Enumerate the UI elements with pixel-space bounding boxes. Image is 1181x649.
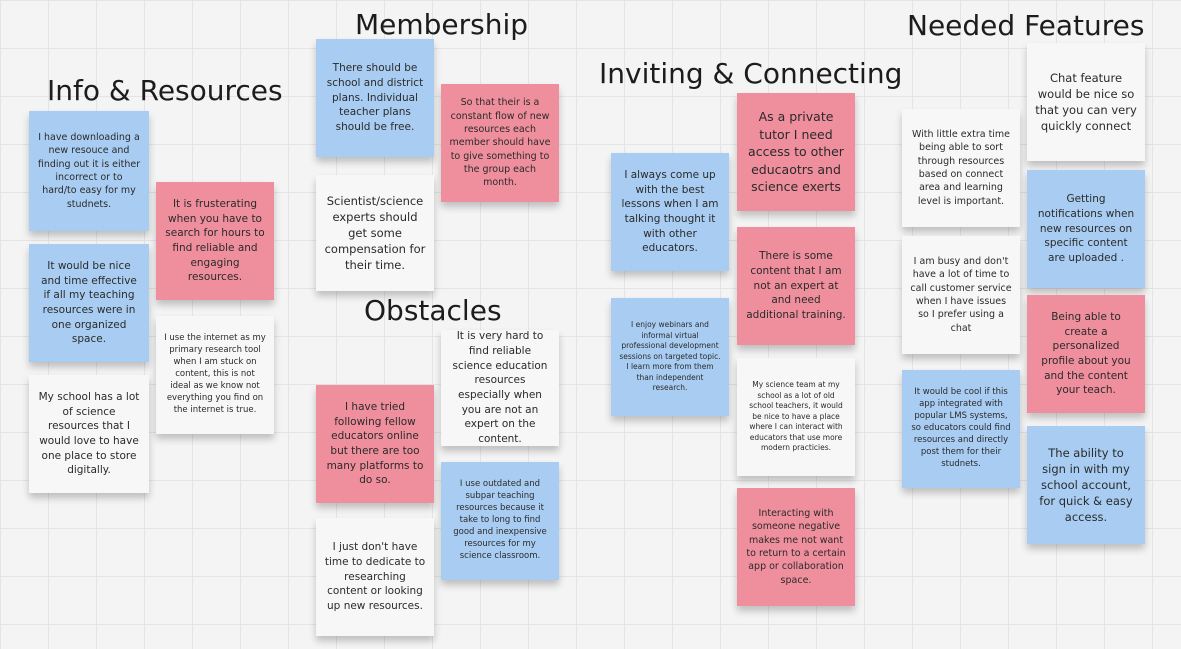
sticky-note[interactable]: It would be cool if this app integrated … (902, 370, 1020, 488)
heading-inviting-connecting: Inviting & Connecting (599, 57, 903, 90)
sticky-note[interactable]: My science team at my school as a lot of… (737, 358, 855, 476)
heading-obstacles: Obstacles (364, 294, 502, 327)
heading-membership: Membership (355, 8, 529, 41)
heading-needed-features: Needed Features (907, 9, 1145, 42)
sticky-note[interactable]: Being able to create a personalized prof… (1027, 295, 1145, 413)
sticky-note[interactable]: As a private tutor I need access to othe… (737, 93, 855, 211)
sticky-note[interactable]: I use outdated and subpar teaching resou… (441, 462, 559, 580)
sticky-note[interactable]: Interacting with someone negative makes … (737, 488, 855, 606)
sticky-note[interactable]: I enjoy webinars and informal virtual pr… (611, 298, 729, 416)
sticky-note[interactable]: So that their is a constant flow of new … (441, 84, 559, 202)
sticky-note[interactable]: Scientist/science experts should get som… (316, 175, 434, 291)
sticky-note[interactable]: With little extra time being able to sor… (902, 109, 1020, 227)
heading-info-resources: Info & Resources (47, 74, 283, 107)
sticky-note[interactable]: It is frusterating when you have to sear… (156, 182, 274, 300)
sticky-note[interactable]: I have tried following fellow educators … (316, 385, 434, 503)
sticky-note[interactable]: I always come up with the best lessons w… (611, 153, 729, 271)
sticky-note[interactable]: There should be school and district plan… (316, 39, 434, 157)
sticky-note[interactable]: Getting notifications when new resources… (1027, 170, 1145, 288)
sticky-note[interactable]: I use the internet as my primary researc… (156, 316, 274, 434)
sticky-note[interactable]: The ability to sign in with my school ac… (1027, 426, 1145, 544)
sticky-note[interactable]: Chat feature would be nice so that you c… (1027, 43, 1145, 161)
sticky-note[interactable]: My school has a lot of science resources… (29, 375, 149, 493)
sticky-note[interactable]: It is very hard to find reliable science… (441, 330, 559, 446)
sticky-note[interactable]: I just don't have time to dedicate to re… (316, 518, 434, 636)
sticky-note[interactable]: There is some content that I am not an e… (737, 227, 855, 345)
sticky-note[interactable]: I have downloading a new resouce and fin… (29, 111, 149, 231)
sticky-note[interactable]: I am busy and don't have a lot of time t… (902, 236, 1020, 354)
sticky-note[interactable]: It would be nice and time effective if a… (29, 244, 149, 362)
